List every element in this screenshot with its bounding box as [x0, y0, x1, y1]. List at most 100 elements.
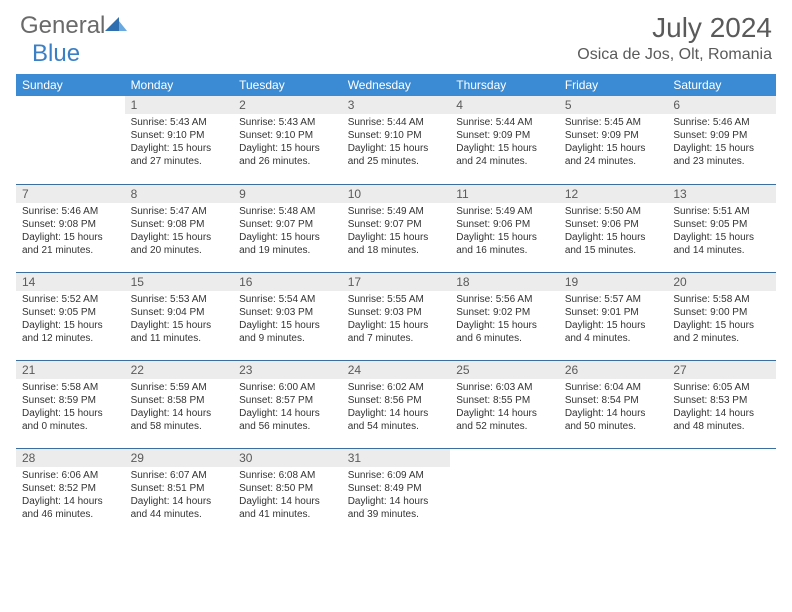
calendar-cell: 7Sunrise: 5:46 AMSunset: 9:08 PMDaylight… — [16, 184, 125, 272]
calendar-cell: 6Sunrise: 5:46 AMSunset: 9:09 PMDaylight… — [667, 96, 776, 184]
calendar-cell: 28Sunrise: 6:06 AMSunset: 8:52 PMDayligh… — [16, 448, 125, 536]
day-details: Sunrise: 5:50 AMSunset: 9:06 PMDaylight:… — [559, 203, 668, 261]
calendar-cell: 27Sunrise: 6:05 AMSunset: 8:53 PMDayligh… — [667, 360, 776, 448]
title-block: July 2024 Osica de Jos, Olt, Romania — [577, 12, 772, 64]
weekday-friday: Friday — [559, 74, 668, 96]
weekday-monday: Monday — [125, 74, 234, 96]
day-details: Sunrise: 5:49 AMSunset: 9:07 PMDaylight:… — [342, 203, 451, 261]
calendar-cell: 2Sunrise: 5:43 AMSunset: 9:10 PMDaylight… — [233, 96, 342, 184]
location-text: Osica de Jos, Olt, Romania — [577, 46, 772, 64]
calendar-cell: 29Sunrise: 6:07 AMSunset: 8:51 PMDayligh… — [125, 448, 234, 536]
day-number: 5 — [559, 96, 668, 114]
day-number: 9 — [233, 185, 342, 203]
calendar-cell: 19Sunrise: 5:57 AMSunset: 9:01 PMDayligh… — [559, 272, 668, 360]
day-number: 14 — [16, 273, 125, 291]
calendar-cell: 9Sunrise: 5:48 AMSunset: 9:07 PMDaylight… — [233, 184, 342, 272]
day-details: Sunrise: 5:59 AMSunset: 8:58 PMDaylight:… — [125, 379, 234, 437]
calendar-row: 1Sunrise: 5:43 AMSunset: 9:10 PMDaylight… — [16, 96, 776, 184]
calendar-cell: 10Sunrise: 5:49 AMSunset: 9:07 PMDayligh… — [342, 184, 451, 272]
day-number: 15 — [125, 273, 234, 291]
day-number: 8 — [125, 185, 234, 203]
day-details: Sunrise: 6:08 AMSunset: 8:50 PMDaylight:… — [233, 467, 342, 525]
day-number: 17 — [342, 273, 451, 291]
day-details: Sunrise: 5:57 AMSunset: 9:01 PMDaylight:… — [559, 291, 668, 349]
calendar-cell: 5Sunrise: 5:45 AMSunset: 9:09 PMDaylight… — [559, 96, 668, 184]
day-number: 28 — [16, 449, 125, 467]
day-details: Sunrise: 6:06 AMSunset: 8:52 PMDaylight:… — [16, 467, 125, 525]
day-number: 12 — [559, 185, 668, 203]
weekday-wednesday: Wednesday — [342, 74, 451, 96]
day-details: Sunrise: 6:07 AMSunset: 8:51 PMDaylight:… — [125, 467, 234, 525]
day-details: Sunrise: 5:58 AMSunset: 9:00 PMDaylight:… — [667, 291, 776, 349]
day-details: Sunrise: 5:48 AMSunset: 9:07 PMDaylight:… — [233, 203, 342, 261]
day-details: Sunrise: 6:02 AMSunset: 8:56 PMDaylight:… — [342, 379, 451, 437]
day-number: 3 — [342, 96, 451, 114]
calendar-cell: 23Sunrise: 6:00 AMSunset: 8:57 PMDayligh… — [233, 360, 342, 448]
day-number: 27 — [667, 361, 776, 379]
calendar-cell — [667, 448, 776, 536]
day-details: Sunrise: 6:04 AMSunset: 8:54 PMDaylight:… — [559, 379, 668, 437]
day-number: 16 — [233, 273, 342, 291]
logo-text-blue: Blue — [32, 40, 80, 68]
calendar-cell: 4Sunrise: 5:44 AMSunset: 9:09 PMDaylight… — [450, 96, 559, 184]
calendar-cell: 21Sunrise: 5:58 AMSunset: 8:59 PMDayligh… — [16, 360, 125, 448]
day-details: Sunrise: 5:44 AMSunset: 9:09 PMDaylight:… — [450, 114, 559, 172]
day-details: Sunrise: 5:45 AMSunset: 9:09 PMDaylight:… — [559, 114, 668, 172]
day-number: 11 — [450, 185, 559, 203]
day-details: Sunrise: 5:56 AMSunset: 9:02 PMDaylight:… — [450, 291, 559, 349]
day-number: 23 — [233, 361, 342, 379]
day-details: Sunrise: 6:03 AMSunset: 8:55 PMDaylight:… — [450, 379, 559, 437]
calendar-row: 7Sunrise: 5:46 AMSunset: 9:08 PMDaylight… — [16, 184, 776, 272]
calendar-cell: 20Sunrise: 5:58 AMSunset: 9:00 PMDayligh… — [667, 272, 776, 360]
calendar-table: Sunday Monday Tuesday Wednesday Thursday… — [16, 74, 776, 536]
calendar-cell: 13Sunrise: 5:51 AMSunset: 9:05 PMDayligh… — [667, 184, 776, 272]
calendar-row: 14Sunrise: 5:52 AMSunset: 9:05 PMDayligh… — [16, 272, 776, 360]
day-number: 1 — [125, 96, 234, 114]
calendar-cell: 15Sunrise: 5:53 AMSunset: 9:04 PMDayligh… — [125, 272, 234, 360]
day-number: 31 — [342, 449, 451, 467]
day-details: Sunrise: 5:46 AMSunset: 9:09 PMDaylight:… — [667, 114, 776, 172]
calendar-cell: 25Sunrise: 6:03 AMSunset: 8:55 PMDayligh… — [450, 360, 559, 448]
logo-text-general: General — [20, 12, 105, 40]
day-number: 29 — [125, 449, 234, 467]
calendar-cell — [16, 96, 125, 184]
calendar-cell: 31Sunrise: 6:09 AMSunset: 8:49 PMDayligh… — [342, 448, 451, 536]
day-number: 20 — [667, 273, 776, 291]
calendar-row: 28Sunrise: 6:06 AMSunset: 8:52 PMDayligh… — [16, 448, 776, 536]
day-number: 2 — [233, 96, 342, 114]
calendar-row: 21Sunrise: 5:58 AMSunset: 8:59 PMDayligh… — [16, 360, 776, 448]
day-number: 10 — [342, 185, 451, 203]
day-details: Sunrise: 5:52 AMSunset: 9:05 PMDaylight:… — [16, 291, 125, 349]
calendar-cell: 14Sunrise: 5:52 AMSunset: 9:05 PMDayligh… — [16, 272, 125, 360]
day-details: Sunrise: 5:46 AMSunset: 9:08 PMDaylight:… — [16, 203, 125, 261]
day-number: 26 — [559, 361, 668, 379]
weekday-header-row: Sunday Monday Tuesday Wednesday Thursday… — [16, 74, 776, 96]
day-number: 18 — [450, 273, 559, 291]
logo-triangle-icon — [105, 12, 127, 40]
day-number: 13 — [667, 185, 776, 203]
day-number: 6 — [667, 96, 776, 114]
day-details: Sunrise: 5:47 AMSunset: 9:08 PMDaylight:… — [125, 203, 234, 261]
calendar-cell — [559, 448, 668, 536]
day-details: Sunrise: 5:43 AMSunset: 9:10 PMDaylight:… — [233, 114, 342, 172]
day-number: 24 — [342, 361, 451, 379]
calendar-cell — [450, 448, 559, 536]
day-number: 19 — [559, 273, 668, 291]
logo: General — [20, 12, 129, 40]
day-details: Sunrise: 5:54 AMSunset: 9:03 PMDaylight:… — [233, 291, 342, 349]
day-details: Sunrise: 5:49 AMSunset: 9:06 PMDaylight:… — [450, 203, 559, 261]
day-details: Sunrise: 5:55 AMSunset: 9:03 PMDaylight:… — [342, 291, 451, 349]
day-number: 4 — [450, 96, 559, 114]
day-details: Sunrise: 6:05 AMSunset: 8:53 PMDaylight:… — [667, 379, 776, 437]
calendar-cell: 11Sunrise: 5:49 AMSunset: 9:06 PMDayligh… — [450, 184, 559, 272]
day-details: Sunrise: 5:44 AMSunset: 9:10 PMDaylight:… — [342, 114, 451, 172]
day-number: 7 — [16, 185, 125, 203]
weekday-tuesday: Tuesday — [233, 74, 342, 96]
weekday-sunday: Sunday — [16, 74, 125, 96]
calendar-cell: 16Sunrise: 5:54 AMSunset: 9:03 PMDayligh… — [233, 272, 342, 360]
day-details: Sunrise: 6:00 AMSunset: 8:57 PMDaylight:… — [233, 379, 342, 437]
day-number: 25 — [450, 361, 559, 379]
header: General July 2024 Osica de Jos, Olt, Rom… — [0, 0, 792, 68]
day-details: Sunrise: 5:51 AMSunset: 9:05 PMDaylight:… — [667, 203, 776, 261]
day-details: Sunrise: 6:09 AMSunset: 8:49 PMDaylight:… — [342, 467, 451, 525]
